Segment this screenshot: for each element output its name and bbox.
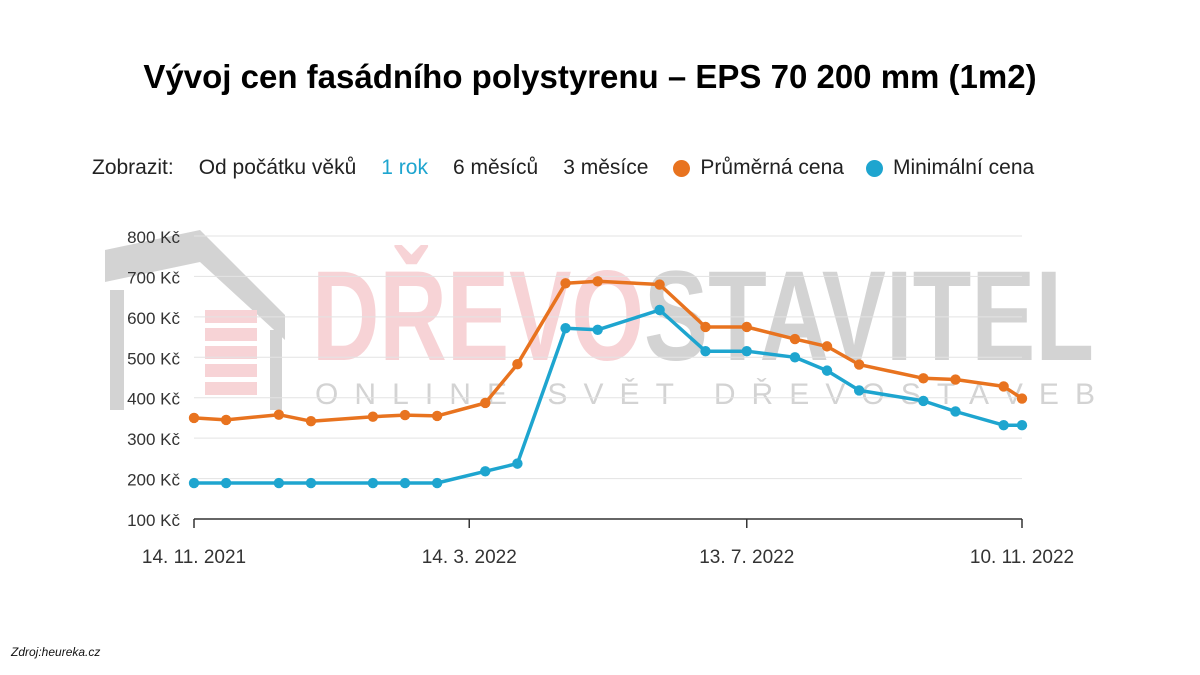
legend-label-average: Průměrná cena xyxy=(700,156,844,179)
grid xyxy=(194,235,1022,480)
y-tick-label: 500 Kč xyxy=(127,349,180,368)
data-point[interactable] xyxy=(220,477,232,489)
data-point[interactable] xyxy=(431,477,443,489)
x-tick-label: 13. 7. 2022 xyxy=(699,547,794,568)
series-average-price xyxy=(188,276,1028,427)
x-axis: 14. 11. 2021 14. 3. 2022 13. 7. 2022 10. 11… xyxy=(142,518,1074,568)
legend-item-minimum-price[interactable]: Minimální cena xyxy=(865,156,1035,180)
data-point[interactable] xyxy=(654,304,665,316)
y-tick-label: 400 Kč xyxy=(127,390,180,409)
y-tick-label: 300 Kč xyxy=(127,430,180,449)
data-point[interactable] xyxy=(1016,393,1028,404)
data-point[interactable] xyxy=(431,410,443,422)
data-point[interactable] xyxy=(998,381,1009,392)
y-tick-label: 800 Kč xyxy=(127,228,180,247)
x-tick-label: 10. 11. 2022 xyxy=(970,547,1074,568)
y-tick-label: 200 Kč xyxy=(127,471,180,490)
data-point[interactable] xyxy=(399,409,411,421)
range-option-3-months[interactable]: 3 měsíce xyxy=(563,156,649,179)
legend-dot-icon xyxy=(673,159,691,177)
legend-label-minimum: Minimální cena xyxy=(892,156,1035,179)
data-point[interactable] xyxy=(741,346,752,357)
data-point[interactable] xyxy=(480,466,491,477)
data-point[interactable] xyxy=(592,276,603,287)
data-point[interactable] xyxy=(188,477,200,489)
series-minimum-price xyxy=(188,304,1028,489)
data-point[interactable] xyxy=(700,321,711,333)
data-point[interactable] xyxy=(367,477,379,489)
chart-title: Vývoj cen fasádního polystyrenu – EPS 70… xyxy=(143,58,1037,95)
data-point[interactable] xyxy=(305,415,317,427)
data-point[interactable] xyxy=(512,358,523,370)
y-tick-label: 100 Kč xyxy=(127,511,180,530)
data-point[interactable] xyxy=(480,397,491,409)
data-point[interactable] xyxy=(950,406,961,417)
data-point[interactable] xyxy=(918,395,929,407)
range-option-6-months[interactable]: 6 měsíců xyxy=(452,156,539,179)
range-option-all-time[interactable]: Od počátku věků xyxy=(198,156,357,179)
chart-controls: Zobrazit: Od počátku věků 1 rok 6 měsíců… xyxy=(92,156,1056,180)
data-point[interactable] xyxy=(560,278,571,289)
data-point[interactable] xyxy=(188,412,200,424)
data-point[interactable] xyxy=(367,411,379,422)
range-label: Zobrazit: xyxy=(92,156,174,179)
data-point[interactable] xyxy=(918,373,929,384)
data-point[interactable] xyxy=(273,477,285,489)
data-point[interactable] xyxy=(305,477,317,489)
y-axis: 100 Kč 200 Kč 300 Kč 400 Kč 500 Kč 600 Kč 700 … xyxy=(127,228,180,530)
legend-item-average-price[interactable]: Průměrná cena xyxy=(673,156,844,180)
data-point[interactable] xyxy=(1016,420,1028,431)
source-note: Zdroj:heureka.cz xyxy=(11,645,101,659)
series-group xyxy=(188,276,1028,489)
data-point[interactable] xyxy=(273,409,285,420)
data-point[interactable] xyxy=(950,374,961,385)
data-point[interactable] xyxy=(399,477,411,489)
data-point[interactable] xyxy=(789,333,801,345)
y-tick-label: 700 Kč xyxy=(127,268,180,287)
data-point[interactable] xyxy=(821,365,833,376)
data-point[interactable] xyxy=(220,414,232,426)
data-point[interactable] xyxy=(998,420,1009,431)
y-tick-label: 600 Kč xyxy=(127,309,180,328)
watermark: DŘEVO STAVITEL ONLINE SVĚT DŘEVOSTAVEB xyxy=(105,230,1095,411)
data-point[interactable] xyxy=(592,324,603,335)
x-tick-label: 14. 3. 2022 xyxy=(422,547,517,568)
data-point[interactable] xyxy=(512,458,523,469)
data-point[interactable] xyxy=(700,346,711,357)
range-option-1-year[interactable]: 1 rok xyxy=(381,156,428,179)
data-point[interactable] xyxy=(560,322,571,334)
data-point[interactable] xyxy=(853,359,865,370)
data-point[interactable] xyxy=(821,341,833,352)
data-point[interactable] xyxy=(789,352,801,363)
data-point[interactable] xyxy=(853,385,865,396)
legend-dot-icon xyxy=(865,159,883,177)
watermark-brand-part1: DŘEVO xyxy=(312,244,644,388)
data-point[interactable] xyxy=(654,279,665,290)
x-tick-label: 14. 11. 2021 xyxy=(142,547,246,568)
data-point[interactable] xyxy=(741,321,752,333)
